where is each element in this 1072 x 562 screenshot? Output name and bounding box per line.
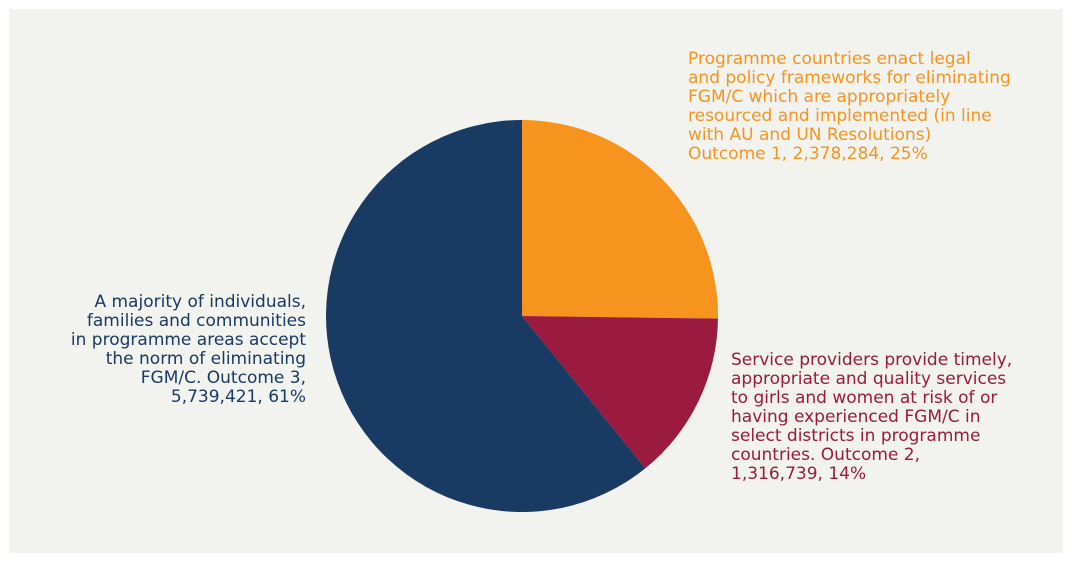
pie-slice-outcome-2	[522, 316, 718, 469]
pie-slices	[325, 120, 718, 512]
pie-slice-outcome-3	[325, 120, 646, 512]
slice-label-outcome-3: A majority of individuals, families and …	[70, 292, 306, 407]
pie-slice-outcome-1	[522, 120, 718, 319]
slice-label-outcome-1: Programme countries enact legal and poli…	[688, 49, 1011, 164]
slice-label-outcome-2: Service providers provide timely, approp…	[731, 350, 1013, 484]
